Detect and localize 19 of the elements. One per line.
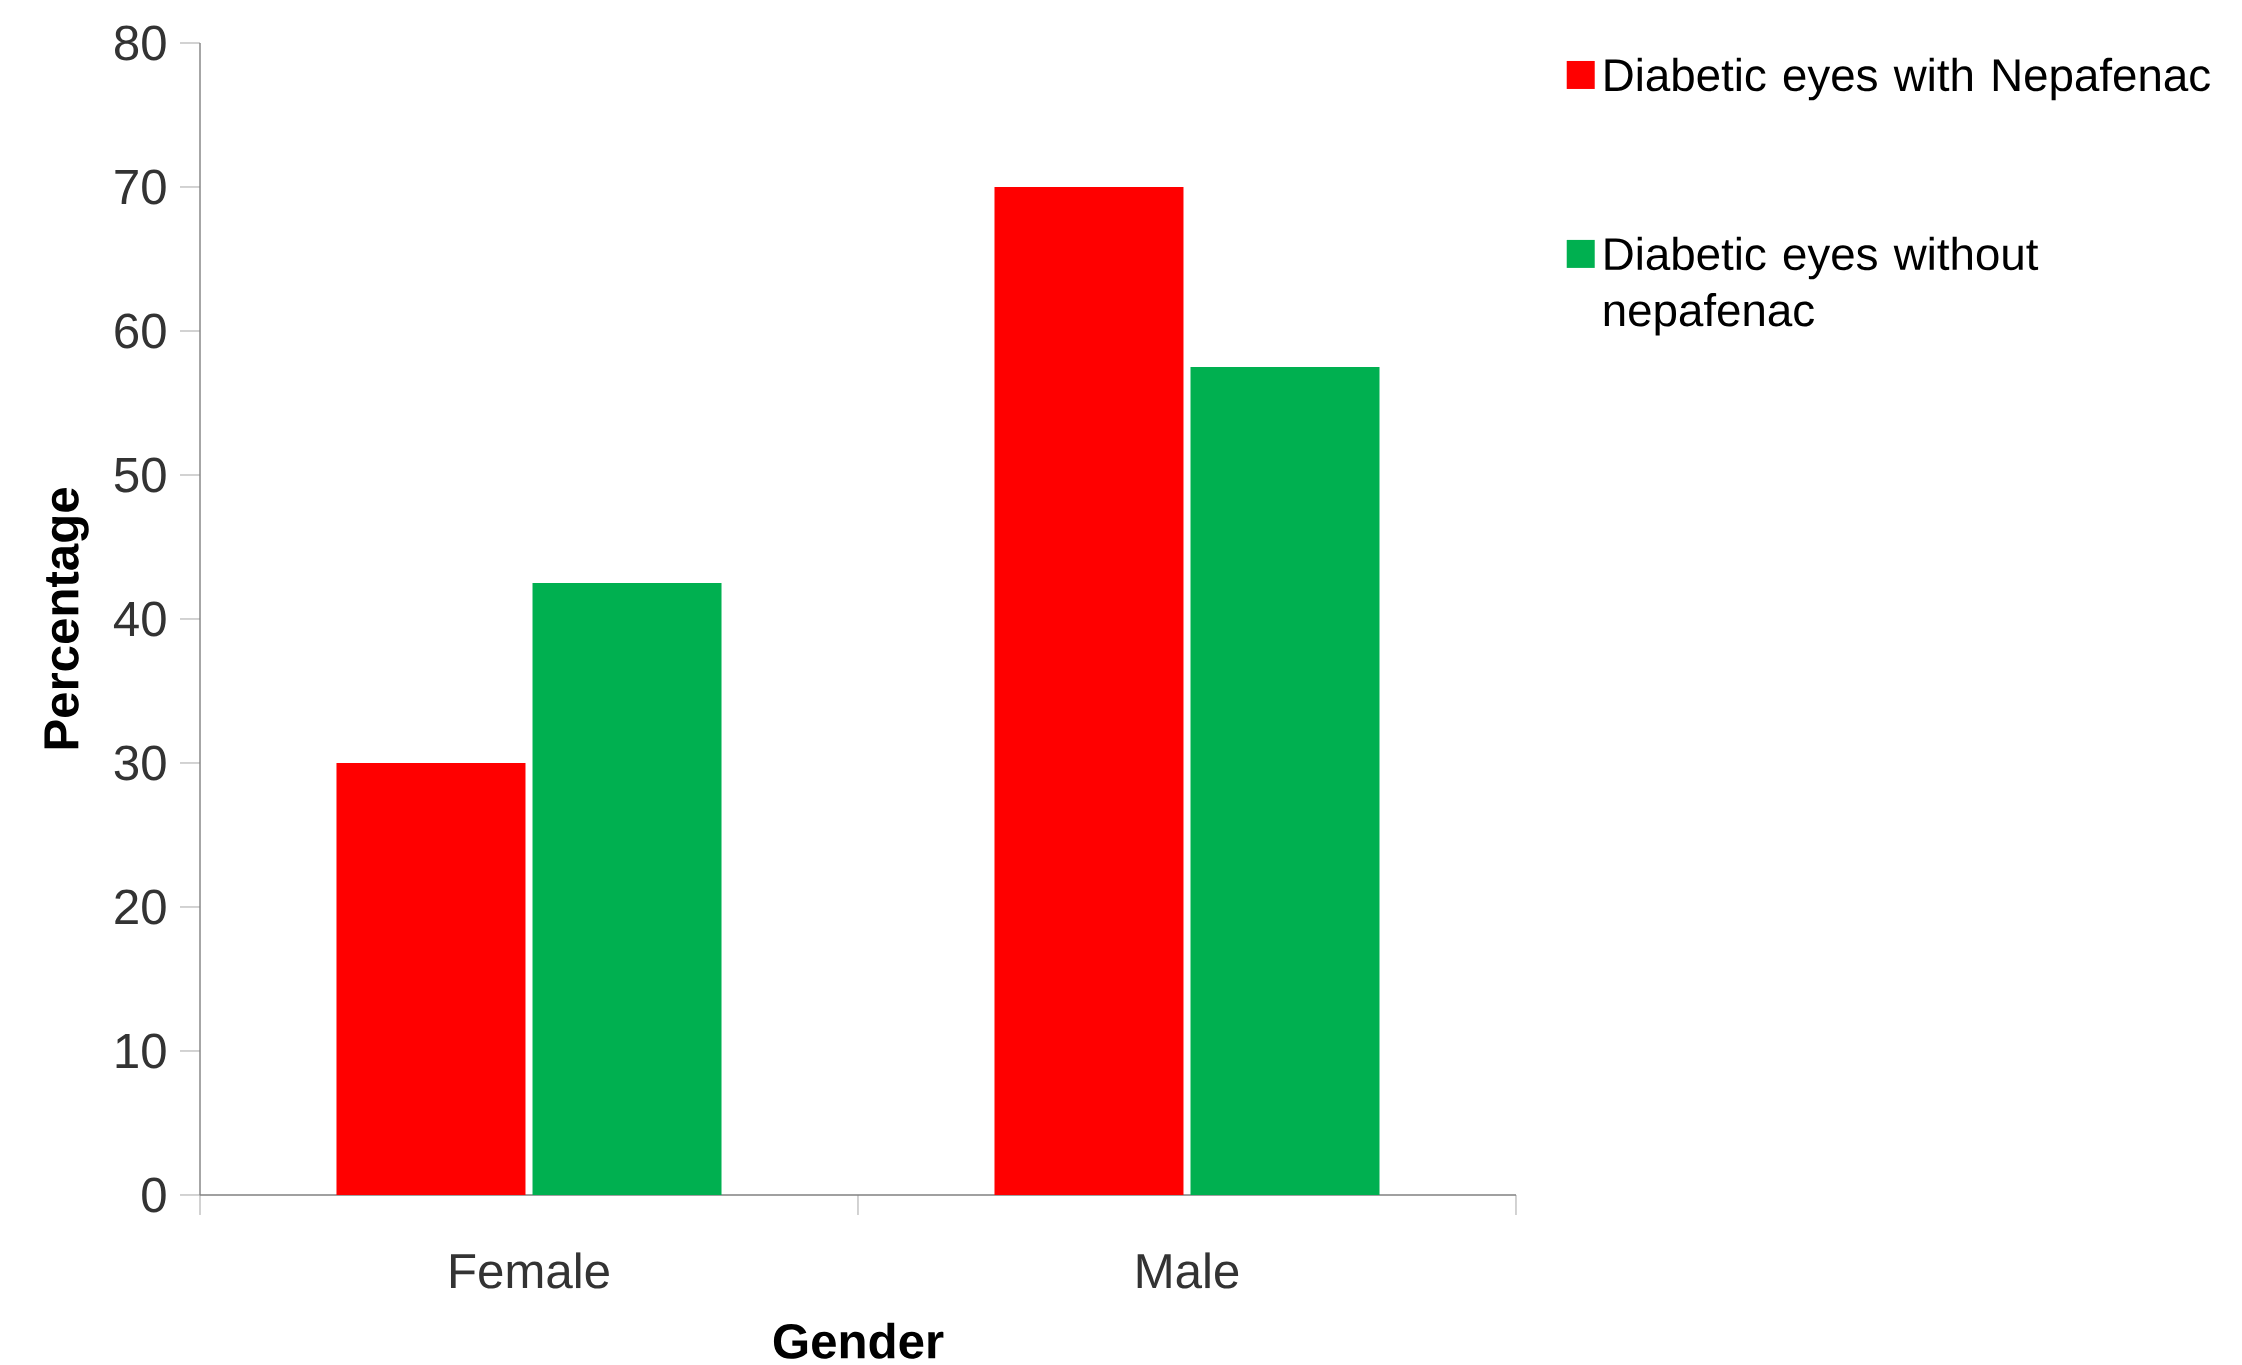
y-tick-label: 30 — [114, 745, 166, 781]
bar — [532, 583, 722, 1195]
bar — [336, 763, 526, 1195]
y-tick-label: 80 — [115, 25, 166, 61]
x-tick-label: Male — [1137, 1252, 1239, 1289]
y-tick-label: 70 — [115, 169, 166, 205]
bar — [994, 187, 1184, 1195]
legend-label: Diabetic eyes with Nepafenac — [1605, 57, 2210, 101]
y-tick-label: 50 — [114, 457, 166, 493]
x-axis-title: Gender — [773, 1322, 944, 1359]
y-tick-label: 60 — [115, 313, 166, 349]
bar — [1190, 366, 1380, 1195]
y-axis-title: Percentage — [44, 488, 89, 749]
legend-label: Diabetic eyes without nepafenac — [1604, 236, 2039, 336]
y-tick-label: 20 — [115, 889, 166, 925]
y-tick-label: 0 — [142, 1177, 166, 1213]
x-tick-label: Female — [450, 1252, 609, 1289]
y-tick-label: 10 — [116, 1033, 166, 1069]
y-tick-label: 40 — [113, 601, 166, 637]
